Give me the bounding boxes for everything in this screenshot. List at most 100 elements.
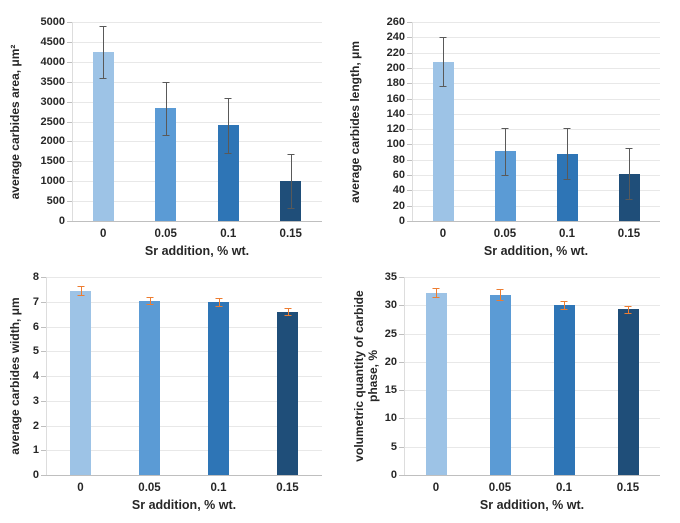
y-axis-tick: [67, 201, 72, 203]
error-bar-cap-bottom: [146, 304, 153, 306]
y-tick-label: 25: [384, 327, 397, 340]
y-tick-label: 240: [386, 31, 405, 44]
gridline: [412, 67, 660, 69]
y-tick-label: 180: [386, 77, 405, 90]
y-axis-tick: [399, 390, 404, 392]
y-axis-tick: [41, 277, 46, 278]
error-bar: [443, 37, 444, 87]
gridline: [404, 418, 660, 420]
error-bar: [228, 98, 230, 153]
gridline: [412, 83, 660, 85]
x-tick-label: 0: [100, 228, 107, 240]
y-axis-tick: [407, 159, 412, 161]
y-tick-label: 30: [384, 299, 397, 312]
y-axis-tick: [407, 205, 412, 207]
error-bar: [287, 307, 289, 316]
error-bar: [567, 128, 568, 179]
y-axis-tick: [399, 446, 404, 448]
y-axis-tick: [41, 326, 46, 328]
error-bar-cap-top: [162, 81, 170, 83]
y-axis-tick: [67, 121, 72, 123]
y-tick-label: 5000: [40, 16, 65, 28]
error-bar-cap-bottom: [563, 178, 571, 180]
y-tick-label: 5: [390, 440, 397, 453]
error-bar: [564, 300, 565, 309]
y-tick-label: 200: [386, 61, 405, 74]
y-tick-label: 35: [384, 271, 397, 283]
y-tick-label: 2: [32, 419, 39, 432]
chart-volumetric-quantity-of-carbide-phase: 0 5 10 15 20 25 30 35 0 0.05 0.1 0.15 Sr addition, %…: [340, 261, 680, 523]
y-axis-tick: [41, 376, 46, 377]
error-bar: [165, 81, 167, 136]
bar-sr-0: [70, 290, 91, 475]
error-bar-cap-bottom: [284, 315, 291, 317]
error-bar-cap-top: [432, 288, 440, 290]
x-tick-label: 0: [432, 482, 440, 494]
y-tick-label: 4: [32, 370, 39, 382]
gridline: [412, 190, 660, 192]
y-tick-label: 0: [398, 215, 405, 227]
x-tick-label: 0.15: [616, 482, 640, 494]
y-axis-tick: [67, 41, 72, 43]
bar-sr-0.1: [553, 304, 575, 475]
error-bar-cap-bottom: [625, 198, 633, 200]
gridline: [72, 161, 322, 163]
bar-sr-0.1: [208, 301, 229, 475]
y-axis-tick: [399, 333, 404, 335]
y-tick-label: 80: [392, 153, 405, 166]
y-axis-line: [72, 22, 73, 221]
y-tick-label: 2500: [40, 115, 65, 128]
x-tick-label: 0.05: [488, 482, 512, 494]
y-axis-tick: [407, 67, 412, 69]
gridline: [412, 129, 660, 131]
x-tick-label: 0: [439, 228, 447, 240]
error-bar-cap-top: [287, 154, 295, 156]
gridline: [412, 113, 660, 115]
y-tick-label: 3000: [40, 95, 65, 108]
y-axis-tick: [407, 83, 412, 85]
y-axis-tick: [41, 475, 46, 476]
error-bar-cap-top: [215, 297, 222, 299]
y-tick-label: 3: [32, 394, 39, 407]
y-tick-label: 4000: [40, 55, 65, 68]
y-axis-tick: [407, 129, 412, 131]
bar-sr-0.15: [277, 311, 298, 475]
y-axis-tick: [67, 181, 72, 183]
error-bar-cap-bottom: [432, 297, 440, 299]
y-axis-title: volumetric quantity of carbide phase, %: [352, 290, 380, 462]
gridline: [404, 333, 660, 335]
x-axis-line: [46, 475, 322, 476]
error-bar: [628, 305, 629, 313]
gridline: [72, 41, 322, 43]
error-bar-cap-top: [77, 286, 84, 288]
y-tick-label: 500: [46, 195, 65, 208]
x-axis-title: Sr addition, % wt.: [131, 498, 237, 512]
x-tick-label: 0.1: [559, 228, 575, 240]
error-bar-cap-bottom: [439, 86, 447, 88]
gridline: [404, 305, 660, 307]
error-bar-cap-top: [624, 305, 632, 307]
y-tick-label: 140: [386, 107, 405, 120]
error-bar-cap-top: [501, 127, 509, 129]
y-axis-tick: [67, 81, 72, 83]
gridline: [72, 121, 322, 123]
y-tick-label: 4500: [40, 35, 65, 48]
error-bar: [629, 148, 630, 199]
gridline: [46, 376, 322, 377]
y-axis-tick: [67, 101, 72, 103]
y-axis-tick: [41, 425, 46, 427]
y-axis-tick: [41, 301, 46, 303]
error-bar-cap-top: [439, 37, 447, 39]
gridline: [46, 400, 322, 402]
chart-average-carbides-width: 0 1 2 3 4 5 6 7 8 0 0.05 0.1 0.15 Sr addition, % wt. a…: [0, 261, 340, 523]
y-tick-label: 260: [386, 16, 405, 28]
bar-sr-0.05: [155, 108, 177, 221]
y-axis-tick: [41, 450, 46, 452]
error-bar-cap-top: [224, 98, 232, 100]
y-axis-tick: [407, 175, 412, 177]
y-tick-label: 0: [390, 469, 397, 481]
y-tick-label: 1500: [40, 155, 65, 168]
y-axis-tick: [407, 52, 412, 54]
y-axis-tick: [67, 22, 72, 23]
